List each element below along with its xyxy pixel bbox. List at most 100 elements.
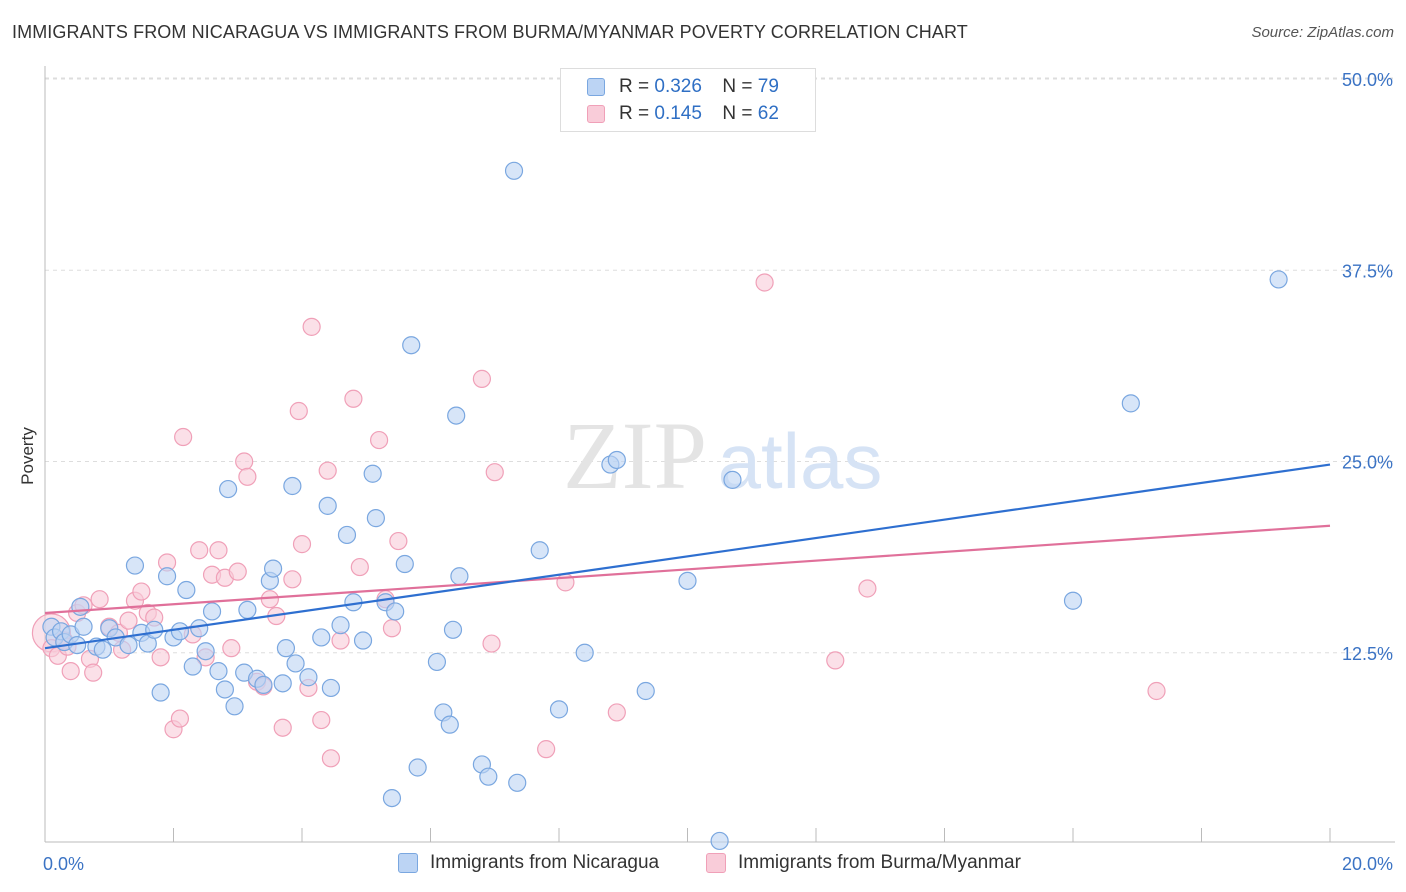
data-point: [190, 619, 209, 638]
data-point: [1063, 591, 1083, 610]
data-point: [157, 567, 177, 586]
legend-row-nicaragua: R = 0.326 N = 79: [587, 75, 779, 99]
data-point: [312, 710, 331, 730]
data-point: [273, 718, 292, 737]
r-label: R =: [619, 76, 650, 97]
chart-source: Source: ZipAtlas.com: [1251, 24, 1394, 41]
data-point: [289, 401, 308, 421]
data-point: [370, 430, 389, 450]
watermark: ZIP atlas: [563, 402, 882, 509]
data-point: [395, 554, 414, 574]
data-point: [254, 675, 273, 694]
data-point: [537, 740, 556, 759]
data-point: [318, 461, 337, 480]
y-tick-label: 37.5%: [1342, 261, 1393, 281]
data-point: [312, 628, 331, 647]
data-point: [215, 680, 234, 699]
data-point: [321, 749, 341, 768]
data-point: [755, 273, 774, 292]
data-point: [238, 600, 257, 620]
data-point: [238, 467, 257, 486]
data-point: [366, 509, 385, 528]
data-point: [440, 715, 459, 734]
data-point: [723, 470, 742, 489]
data-point: [228, 562, 247, 581]
data-point: [386, 602, 405, 621]
watermark-zip: ZIP: [563, 402, 707, 509]
data-point: [286, 654, 305, 673]
y-axis-ticks: 12.5% 25.0% 37.5% 50.0%: [1342, 70, 1393, 664]
data-point: [1147, 681, 1166, 701]
legend-swatch-nicaragua: [398, 853, 418, 873]
data-point: [177, 580, 196, 600]
data-point: [202, 602, 222, 621]
data-point: [119, 611, 138, 630]
series-nicaragua-points: [42, 161, 1288, 851]
data-point: [549, 700, 569, 719]
data-point: [350, 557, 369, 577]
legend-row-burma: R = 0.145 N = 62: [587, 102, 779, 126]
data-point: [283, 476, 302, 496]
data-point: [858, 579, 877, 598]
data-point: [482, 634, 501, 653]
watermark-atlas: atlas: [718, 417, 883, 505]
data-point: [74, 617, 93, 636]
correlation-legend: R = 0.326 N = 79 R = 0.145 N = 62: [560, 68, 816, 132]
legend-label-burma: Immigrants from Burma/Myanmar: [738, 852, 1021, 873]
legend-label-nicaragua: Immigrants from Nicaragua: [430, 852, 660, 873]
data-point: [90, 590, 109, 609]
data-point: [607, 450, 626, 470]
data-point: [151, 648, 170, 667]
data-point: [225, 697, 244, 716]
data-point: [710, 831, 729, 851]
n-value: 62: [757, 103, 779, 124]
data-point: [443, 620, 463, 639]
legend-swatch-burma: [706, 853, 726, 873]
data-point: [678, 571, 697, 590]
data-point: [170, 709, 190, 728]
r-label: R =: [619, 103, 650, 124]
legend-swatch-nicaragua: [587, 78, 605, 96]
data-point: [331, 631, 350, 650]
n-label: N =: [722, 103, 753, 124]
data-point: [389, 531, 408, 551]
data-point: [530, 541, 549, 560]
data-point: [1121, 394, 1140, 413]
data-point: [292, 535, 312, 554]
data-point: [276, 639, 296, 658]
data-point: [353, 631, 373, 650]
series-burma-points: [31, 273, 1166, 768]
chart-title: IMMIGRANTS FROM NICARAGUA VS IMMIGRANTS …: [12, 22, 968, 42]
y-axis-label: Poverty: [18, 427, 37, 485]
n-value: 79: [757, 76, 779, 97]
r-value: 0.145: [654, 103, 702, 124]
y-tick-label: 12.5%: [1342, 644, 1393, 664]
data-point: [472, 369, 491, 388]
data-point: [235, 452, 254, 471]
data-point: [302, 317, 321, 336]
data-point: [93, 640, 112, 659]
n-label: N =: [722, 76, 753, 97]
data-point: [1269, 270, 1288, 289]
data-point: [283, 570, 302, 589]
data-point: [321, 678, 341, 698]
legend-item-nicaragua: Immigrants from Nicaragua: [398, 852, 659, 874]
data-point: [71, 597, 90, 616]
data-point: [402, 336, 421, 355]
y-tick-label: 25.0%: [1342, 453, 1393, 473]
data-point: [190, 541, 209, 560]
y-tick-label: 50.0%: [1342, 70, 1393, 90]
data-point: [337, 525, 357, 545]
data-point: [447, 406, 466, 425]
data-point: [299, 668, 318, 687]
x-tick-label: 20.0%: [1342, 854, 1393, 874]
r-value: 0.326: [654, 76, 702, 97]
data-point: [382, 788, 402, 808]
x-axis-ticks: 0.0% 20.0%: [43, 854, 1393, 874]
data-point: [450, 567, 469, 586]
data-point: [209, 662, 228, 681]
data-point: [479, 767, 498, 786]
data-point: [132, 582, 151, 601]
data-point: [61, 662, 80, 681]
